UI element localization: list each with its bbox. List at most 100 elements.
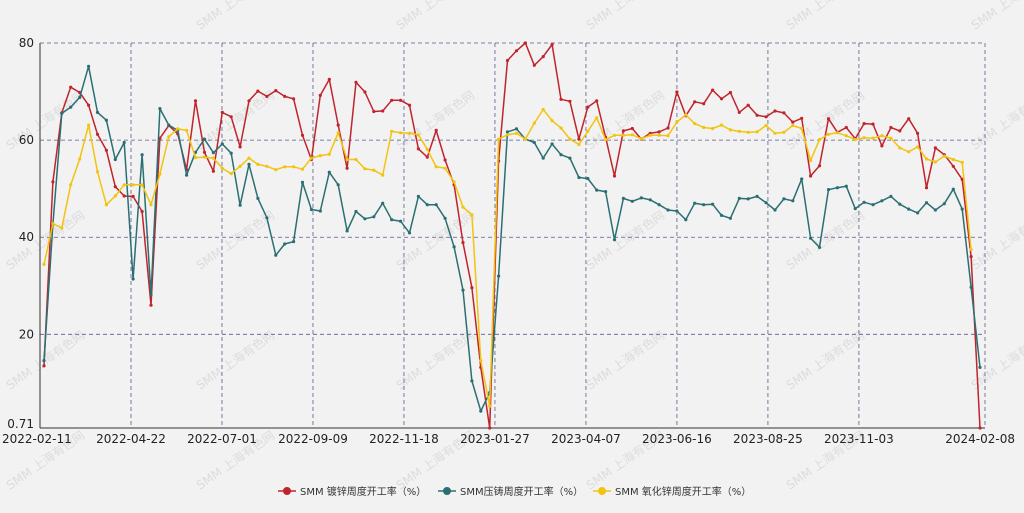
data-point [800,126,804,131]
data-point [452,245,456,249]
data-point [327,77,331,81]
data-point [167,135,171,139]
data-point [550,142,554,146]
data-point [327,170,331,174]
data-point [95,170,100,174]
series-layer [42,41,982,430]
data-point [550,42,554,47]
data-point [407,131,412,135]
data-point [711,202,715,206]
data-point [176,127,180,131]
data-point [916,211,920,215]
data-point [193,99,198,103]
data-point [354,157,358,162]
data-point [42,262,46,266]
data-point [746,197,750,201]
data-point [586,129,590,133]
data-point [630,126,634,131]
data-point [220,110,224,114]
data-point [256,89,260,93]
legend: SMM 镀锌周度开工率（%） SMM压铸周度开工率（%） SMM 氧化锌周度开工率（… [278,485,751,498]
data-point [844,125,848,130]
data-point [817,245,822,249]
data-point [951,157,955,162]
data-point [497,137,501,141]
legend-label: SMM 镀锌周度开工率（%） [300,485,426,498]
data-point [381,173,385,177]
data-point [354,209,358,214]
data-point [292,240,296,244]
data-point [755,194,759,198]
data-point [354,80,358,84]
data-point [844,184,848,188]
data-point [702,102,706,106]
data-point [185,128,189,132]
data-point [345,229,349,233]
data-point [657,130,661,134]
data-point [889,125,893,130]
y-tick-label: 40 [19,230,34,244]
data-point [604,138,608,142]
data-point [336,131,340,135]
x-tick-label: 2022-09-09 [278,432,348,446]
data-point [755,113,759,117]
legend-marker-dot [443,487,451,495]
data-point [621,133,626,137]
data-point [550,119,554,123]
data-point [434,128,438,132]
data-point [711,126,715,131]
data-point [532,121,536,125]
data-point [595,116,599,120]
data-point [158,107,162,111]
data-point [612,133,617,137]
data-point [978,365,982,369]
data-point [274,89,278,93]
data-point [898,202,902,206]
data-point [95,110,100,114]
data-point [514,131,519,135]
data-point [461,241,465,245]
series-line [43,65,981,412]
data-point [907,150,911,154]
data-point [452,180,456,184]
data-point [443,158,447,162]
data-point [461,205,465,209]
data-point [568,156,572,160]
data-point [880,199,884,203]
data-point [835,131,840,135]
data-point [639,137,643,141]
series-line [43,42,981,429]
data-point [666,134,670,138]
x-tick-label: 2023-04-07 [551,432,621,446]
data-point [292,165,296,169]
data-point [648,133,652,137]
data-point [639,196,643,200]
data-point [523,41,528,45]
data-point [924,201,929,205]
data-point [951,164,955,168]
data-point [425,147,429,151]
data-point [675,209,679,213]
axes: 0.71 20 40 60 80 2022-02-11 2022-04-22 2022-07-… [2,36,1015,446]
data-point [42,359,46,363]
x-tick-label: 2023-06-16 [642,432,712,446]
data-point [684,218,688,222]
data-point [568,99,572,103]
data-point [238,203,242,207]
data-point [817,138,822,142]
data-point [470,286,474,290]
data-point [131,277,135,281]
data-point [791,199,795,203]
data-point [336,183,340,187]
data-point [158,172,162,176]
data-point [363,167,367,171]
data-point [461,288,465,292]
data-point [113,194,117,198]
data-point [470,379,474,383]
data-point [425,155,429,159]
data-point [283,94,287,98]
data-point [42,364,46,368]
data-point [800,177,804,181]
data-point [51,180,55,184]
data-point [87,123,91,127]
